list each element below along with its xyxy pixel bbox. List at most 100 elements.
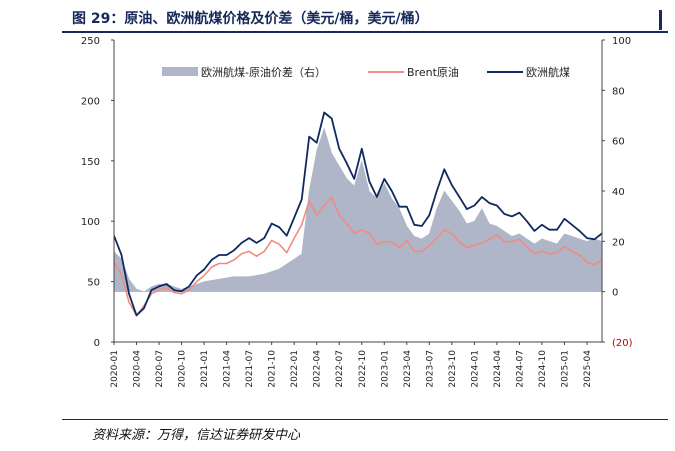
brent-point	[211, 266, 213, 268]
jet-fuel-point	[226, 254, 228, 256]
brent-point	[361, 229, 363, 231]
left-tick-label: 150	[81, 157, 100, 168]
jet-fuel-point	[458, 196, 460, 198]
brent-point	[241, 253, 243, 255]
jet-fuel-point	[135, 314, 138, 316]
spread-area-segment	[541, 238, 550, 292]
x-tick-label: 2021-01	[200, 350, 210, 388]
x-tick-label: 2020-04	[133, 350, 143, 388]
jet-fuel-point	[323, 111, 325, 114]
spread-area-segment	[233, 276, 250, 292]
spread-area-segment	[346, 177, 355, 292]
brent-point	[586, 261, 588, 263]
brent-point	[173, 291, 175, 294]
x-tick-label: 2021-04	[223, 350, 233, 388]
spread-area-segment	[474, 207, 483, 292]
jet-fuel-point	[150, 289, 153, 291]
brent-point	[218, 262, 220, 265]
spread-area-segment	[556, 233, 565, 292]
jet-fuel-point	[533, 230, 536, 232]
jet-fuel-point	[286, 235, 288, 237]
jet-fuel-line	[114, 111, 602, 317]
brent-point	[556, 252, 558, 254]
right-tick-label: 20	[612, 237, 625, 248]
x-tick-label: 2022-01	[290, 350, 300, 388]
spread-area-segment	[338, 164, 347, 292]
spread-area-segment	[571, 235, 580, 292]
jet-fuel-point	[196, 275, 198, 277]
spread-area-segment	[579, 238, 588, 292]
jet-fuel-point	[451, 184, 453, 186]
brent-point	[578, 254, 581, 256]
brent-point	[278, 243, 280, 245]
x-tick-label: 2022-07	[335, 350, 345, 388]
spread-area-segment	[196, 281, 205, 292]
jet-fuel-line-series	[114, 111, 602, 317]
brent-point	[481, 242, 483, 244]
jet-fuel-point	[368, 180, 370, 182]
spread-area-segment	[353, 160, 363, 292]
jet-fuel-point	[563, 218, 566, 220]
title-rule	[62, 31, 668, 33]
spread-area-segment	[218, 276, 235, 292]
jet-fuel-point	[316, 142, 318, 144]
brent-point	[413, 250, 415, 252]
jet-fuel-point	[503, 213, 505, 215]
jet-fuel-point	[428, 214, 430, 216]
brent-point	[286, 252, 288, 254]
jet-fuel-point	[233, 249, 235, 251]
spread-area-segment	[399, 208, 408, 292]
x-tick-label: 2024-10	[538, 350, 548, 388]
x-tick-label: 2021-07	[245, 350, 255, 388]
brent-point	[398, 247, 400, 249]
spread-area-segment	[451, 200, 460, 292]
corner-mark	[659, 10, 662, 30]
spread-area-segment	[466, 220, 475, 292]
brent-point	[346, 223, 348, 225]
jet-fuel-point	[593, 238, 596, 240]
x-tick-label: 2022-04	[313, 350, 323, 388]
x-tick-label: 2020-01	[110, 350, 120, 388]
x-tick-label: 2025-01	[560, 350, 570, 388]
brent-point	[503, 241, 505, 243]
jet-fuel-point	[466, 208, 468, 210]
brent-point	[316, 214, 318, 216]
spread-area-segment	[459, 210, 468, 292]
jet-fuel-point	[218, 254, 220, 256]
right-tick-label: 0	[612, 288, 618, 299]
jet-fuel-point	[128, 293, 130, 295]
spread-area-segment	[203, 278, 220, 292]
right-tick-label: 40	[612, 187, 625, 198]
spread-area-segment	[128, 278, 137, 292]
brent-point	[488, 238, 490, 240]
brent-point	[466, 247, 468, 249]
jet-fuel-point	[376, 196, 378, 198]
brent-point	[406, 239, 408, 242]
brent-point	[331, 196, 333, 198]
jet-fuel-point	[481, 196, 483, 198]
spread-area-segment	[586, 238, 595, 292]
x-tick-label: 2023-10	[448, 350, 458, 388]
jet-fuel-point	[421, 225, 423, 227]
brent-point	[338, 214, 340, 216]
brent-point	[263, 250, 265, 252]
jet-fuel-point	[248, 237, 250, 239]
x-tick-label: 2023-07	[425, 350, 435, 388]
brent-point	[563, 246, 566, 248]
brent-point	[518, 238, 521, 240]
spread-area-segment	[323, 128, 332, 292]
brent-point	[458, 241, 460, 243]
left-tick-label: 0	[94, 338, 100, 349]
jet-fuel-point	[413, 224, 415, 226]
jet-fuel-point	[143, 307, 145, 309]
jet-fuel-point	[271, 223, 273, 225]
brent-point	[391, 241, 393, 243]
jet-fuel-point	[293, 217, 295, 219]
brent-point	[301, 224, 303, 226]
jet-fuel-point	[518, 212, 521, 214]
left-tick-label: 50	[87, 278, 100, 289]
spread-area-segment	[293, 253, 302, 292]
brent-point	[421, 250, 423, 252]
brent-point	[256, 255, 258, 257]
brent-point	[271, 239, 273, 242]
